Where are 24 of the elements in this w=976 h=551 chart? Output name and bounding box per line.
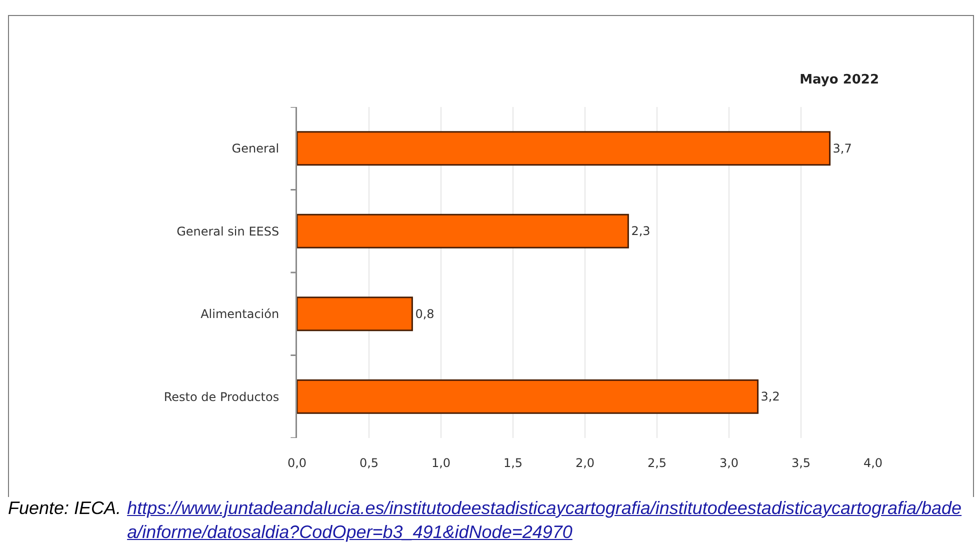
x-tick-label: 0,5: [359, 456, 379, 470]
x-tick-label: 3,0: [719, 456, 739, 470]
chart-title: Mayo 2022: [800, 72, 879, 88]
y-tick-label: Resto de Productos: [164, 390, 280, 404]
x-tick-label: 1,5: [503, 456, 523, 470]
data-label: 0,8: [415, 306, 434, 321]
bar: [297, 379, 759, 414]
x-tick-label: 4,0: [863, 456, 883, 470]
bar: [297, 296, 413, 332]
x-tick-label: 2,5: [647, 456, 667, 470]
text: https://www.juntadeandalucia.es/institutodeestadisticaycartografia/institutodeestadisticaycartografia/badea/informe/datosaldia?CodOper=b3_491&idNode=24970: [127, 497, 963, 544]
x-tick-label: 2,0: [575, 456, 595, 470]
source-note: Fuente: IECA.: [8, 497, 122, 520]
data-label: 3,7: [832, 141, 852, 156]
y-tick-label: Alimentación: [200, 307, 280, 322]
bar: [297, 214, 629, 248]
x-tick-label: 3,5: [791, 456, 811, 470]
x-tick-label: 0,0: [287, 456, 307, 470]
data-label: 2,3: [631, 224, 650, 238]
data-label: 3,2: [760, 390, 780, 404]
y-tick-label: General: [232, 142, 280, 156]
x-tick-label: 1,0: [431, 456, 451, 470]
bar: [297, 131, 831, 166]
y-tick-label: General sin EESS: [176, 224, 280, 238]
